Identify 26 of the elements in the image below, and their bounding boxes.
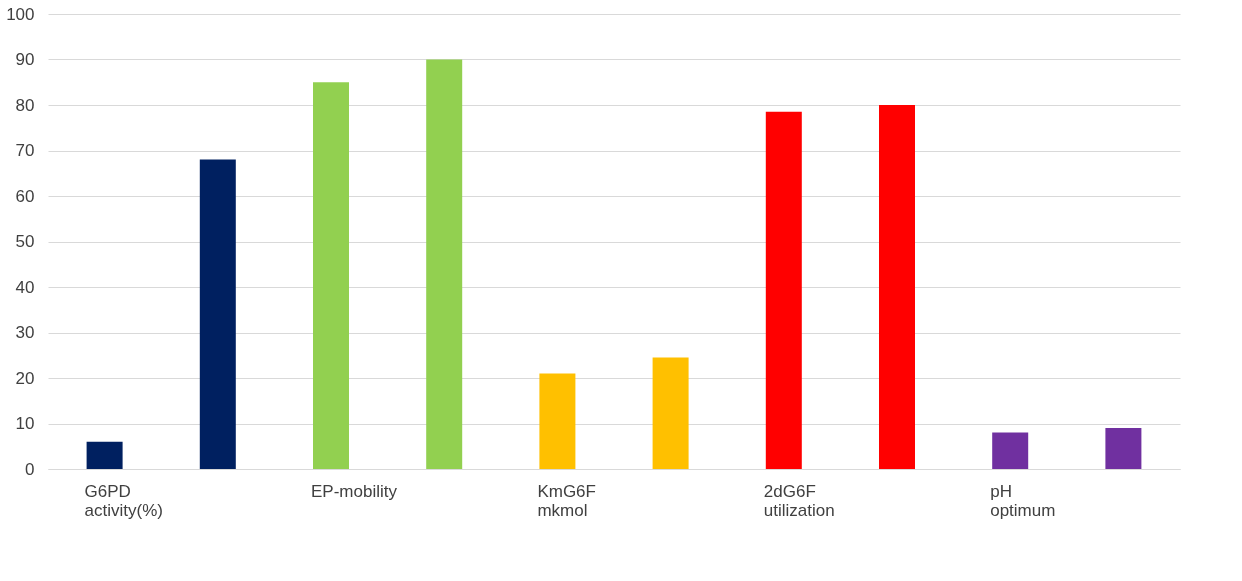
y-tick-label: 30 — [15, 323, 35, 342]
bar — [765, 111, 802, 469]
x-tick-label: pH optimum — [990, 481, 1056, 520]
bar — [1105, 428, 1142, 469]
y-tick-label: 0 — [25, 459, 35, 479]
bar — [539, 373, 576, 469]
y-tick-label: 20 — [15, 368, 35, 388]
y-tick-label: 100 — [6, 4, 35, 24]
bar — [652, 357, 689, 469]
bar — [426, 59, 463, 469]
x-tick-label: 2dG6F utilization — [763, 481, 835, 520]
bar — [992, 432, 1029, 469]
x-tick-label: G6PD activity(%) — [84, 481, 164, 520]
y-tick-label: 50 — [15, 232, 35, 251]
y-tick-label: 10 — [15, 414, 35, 433]
x-tick-label: KmG6F mkmol — [537, 481, 596, 520]
y-tick-label: 80 — [15, 95, 35, 115]
y-tick-label: 70 — [15, 141, 35, 160]
y-tick-label: 60 — [15, 186, 35, 206]
x-tick-label: EP-mobility — [311, 481, 398, 501]
y-tick-label: 40 — [15, 277, 35, 297]
bar — [86, 441, 123, 469]
bar — [199, 159, 236, 469]
bar — [879, 105, 915, 469]
y-tick-label: 90 — [15, 50, 35, 69]
bar — [313, 82, 349, 469]
